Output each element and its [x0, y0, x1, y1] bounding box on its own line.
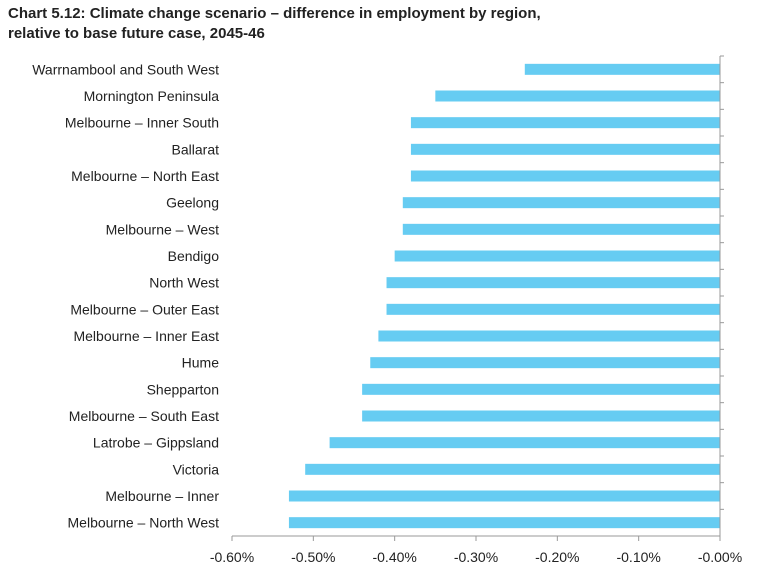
bar: [394, 250, 720, 262]
x-tick-label: -0.10%: [616, 549, 660, 565]
x-tick-label: -0.30%: [454, 549, 498, 565]
category-label: Geelong: [166, 195, 219, 211]
category-label: Bendigo: [168, 248, 220, 264]
bar: [410, 143, 720, 155]
category-label: Victoria: [173, 461, 220, 477]
bar: [288, 490, 720, 502]
x-tick-label: -0.60%: [210, 549, 254, 565]
bar: [370, 357, 720, 369]
x-tick-label: -0.40%: [372, 549, 416, 565]
bar: [410, 117, 720, 129]
bar: [524, 63, 720, 75]
category-label: Melbourne – North East: [71, 168, 219, 184]
bar: [378, 330, 720, 342]
category-label: Melbourne – South East: [69, 408, 219, 424]
category-label: Warrnambool and South West: [32, 61, 219, 77]
category-label: Melbourne – Outer East: [70, 301, 219, 317]
bar: [435, 90, 720, 102]
category-label: North West: [149, 275, 219, 291]
category-label: Melbourne – North West: [68, 515, 220, 531]
bar: [386, 303, 720, 315]
category-label: Melbourne – Inner East: [73, 328, 219, 344]
bar: [402, 197, 720, 209]
chart-title-line: relative to base future case, 2045-46: [8, 25, 265, 42]
bar: [410, 170, 720, 182]
chart-title: Chart 5.12: Climate change scenario – di…: [8, 4, 608, 44]
x-tick-label: -0.20%: [535, 549, 579, 565]
category-label: Mornington Peninsula: [84, 88, 220, 104]
category-label: Shepparton: [147, 381, 219, 397]
category-label: Latrobe – Gippsland: [93, 435, 219, 451]
chart-title-line: Chart 5.12: Climate change scenario – di…: [8, 5, 541, 22]
category-label: Melbourne – Inner: [105, 488, 219, 504]
bar: [305, 463, 720, 475]
bar: [402, 223, 720, 235]
x-tick-label: -0.00%: [698, 549, 742, 565]
bar: [288, 517, 720, 529]
x-tick-label: -0.50%: [291, 549, 335, 565]
category-label: Ballarat: [172, 141, 220, 157]
category-label: Hume: [182, 355, 220, 371]
bar: [329, 437, 720, 449]
bar: [362, 383, 720, 395]
bar: [362, 410, 720, 422]
category-label: Melbourne – West: [106, 221, 219, 237]
category-label: Melbourne – Inner South: [65, 115, 219, 131]
bar: [386, 277, 720, 289]
